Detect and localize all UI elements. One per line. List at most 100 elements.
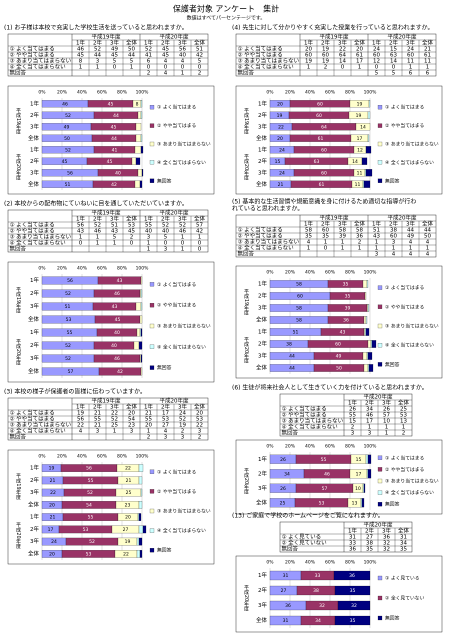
cell-value: 22	[339, 47, 346, 53]
bar-segment	[138, 537, 143, 546]
row-label: ② やや当てはまる	[10, 415, 55, 423]
table-border	[279, 393, 413, 437]
x-tick-label: 40%	[305, 560, 316, 566]
bar-label: 全体	[256, 134, 268, 142]
value-label: 53	[66, 317, 72, 323]
x-tick-label: 100%	[364, 90, 378, 96]
value-label: 45	[62, 159, 68, 165]
bar-segment	[355, 123, 371, 131]
bar-segment	[140, 276, 143, 285]
cell-value: 1	[181, 235, 185, 241]
value-label: 52	[89, 539, 95, 545]
value-label: 21	[50, 478, 56, 484]
bar-label: 1年	[258, 99, 267, 107]
question: (6) 生徒が将来社会人として生きていく力を付けていると思われますか。	[232, 384, 428, 392]
grade-header: 全体	[354, 220, 366, 228]
row-label: 無回答	[282, 429, 299, 437]
cell-value: 5	[113, 235, 117, 241]
cell-value: 27	[366, 535, 373, 541]
value-label: 11	[355, 182, 361, 188]
grade-header: 3年	[178, 39, 187, 47]
x-tick-label: 0%	[266, 90, 274, 96]
year-label: 平成19年度	[15, 108, 21, 136]
cell-value: 25	[400, 407, 407, 413]
cell-value: 4	[164, 71, 168, 77]
cell-value: 64	[339, 53, 346, 59]
value-label: 53	[83, 527, 89, 533]
value-label: 15	[275, 159, 281, 165]
cell-value: 35	[400, 547, 407, 553]
x-tick-label: 80%	[345, 270, 356, 276]
year-label: 平成19年度	[243, 108, 249, 136]
cell-value: 60	[373, 53, 380, 59]
cell-value: 58	[305, 228, 312, 234]
x-tick-label: 0%	[38, 266, 46, 272]
table-border	[235, 214, 437, 258]
question: (1) お子様は本校で充実した学校生活を送っていると思われますか。	[4, 24, 188, 32]
grade-header: 3年	[382, 399, 391, 407]
grade-header: 3年	[110, 215, 119, 223]
value-label: 45	[107, 159, 113, 165]
x-tick-label: 40%	[305, 444, 316, 450]
value-label: 19	[356, 113, 362, 119]
bar-segment	[131, 157, 137, 165]
bar-segment	[364, 169, 367, 177]
cell-value: 53	[400, 413, 407, 419]
cell-value: 3	[147, 235, 151, 241]
bar-segment	[142, 525, 147, 534]
row-label: ① よく見ている	[282, 534, 322, 541]
cell-value: 61	[424, 53, 431, 59]
bar-label: 2年	[258, 340, 267, 348]
cell-value: 44	[407, 228, 414, 234]
bar-label: 2年	[258, 111, 267, 119]
value-label: 56	[86, 466, 92, 472]
year-label: 平成19年度	[243, 289, 249, 317]
cell-value: 1	[426, 65, 430, 71]
bar-segment	[140, 134, 143, 142]
x-tick-label: 20%	[57, 454, 68, 460]
value-label: 60	[321, 147, 327, 153]
value-label: 40	[114, 330, 120, 336]
bar-segment	[368, 100, 371, 108]
bar-segment	[333, 570, 371, 581]
cell-value: 53	[162, 417, 169, 423]
grade-header: 2年	[161, 215, 170, 223]
grade-header: 全体	[194, 39, 206, 47]
bar-segment	[362, 483, 365, 493]
cell-value: 45	[128, 229, 135, 235]
legend-swatch	[149, 469, 155, 474]
legend-swatch	[377, 160, 383, 165]
cell-value: 53	[128, 223, 135, 229]
legend-swatch	[149, 528, 155, 533]
x-tick-label: 0%	[266, 444, 274, 450]
cell-value: 2	[358, 240, 362, 246]
legend-label: ② やや当てはまる	[157, 122, 197, 129]
cell-value: 38	[390, 228, 397, 234]
year-label: 平成20年度	[15, 154, 21, 182]
cell-value: 38	[366, 541, 373, 547]
cell-value: 3	[164, 435, 168, 441]
bar-segment	[140, 302, 143, 311]
bar-segment	[366, 469, 369, 479]
value-label: 27	[281, 588, 287, 594]
grade-header: 全体	[422, 220, 434, 228]
value-label: 22	[278, 124, 284, 130]
value-label: 56	[67, 278, 73, 284]
value-label: 55	[321, 457, 327, 463]
year-label: 平成20年度	[15, 339, 21, 367]
legend-label: ④ 全く当てはまらない	[385, 489, 434, 496]
cell-value: 1	[409, 65, 413, 71]
value-label: 24	[51, 539, 57, 545]
cell-value: 15	[349, 419, 356, 425]
cell-value: 55	[349, 413, 356, 419]
question: (3) 本校の様子が保護者の皆様に伝わっていますか。	[4, 388, 146, 396]
cell-value: 15	[390, 47, 397, 53]
cell-value: 0	[164, 241, 168, 247]
grade-header: 3年	[110, 403, 119, 411]
bar-label: 2年	[258, 469, 267, 477]
value-label: 60	[335, 342, 341, 348]
cell-value: 49	[111, 47, 118, 53]
x-tick-label: 60%	[97, 90, 108, 96]
cell-value: 31	[400, 535, 407, 541]
cell-value: 45	[77, 53, 84, 59]
